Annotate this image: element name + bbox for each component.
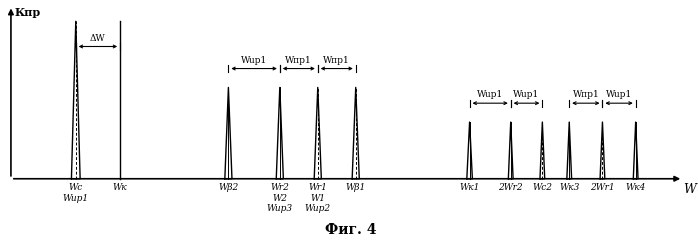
Polygon shape	[314, 87, 321, 179]
Polygon shape	[225, 87, 232, 179]
Polygon shape	[567, 122, 572, 179]
Text: 2Wr2: 2Wr2	[498, 183, 523, 193]
Text: Wup2: Wup2	[305, 204, 331, 213]
Text: Wпр1: Wпр1	[572, 90, 599, 99]
Polygon shape	[508, 122, 513, 179]
Text: 2Wr1: 2Wr1	[590, 183, 615, 193]
Text: Wк: Wк	[113, 183, 127, 193]
Text: Wup1: Wup1	[514, 90, 540, 99]
Text: Wr2: Wr2	[270, 183, 289, 193]
Text: Wup1: Wup1	[241, 56, 267, 65]
Polygon shape	[71, 21, 80, 179]
Text: Кпр: Кпр	[14, 7, 40, 18]
Text: Фиг. 4: Фиг. 4	[325, 223, 377, 237]
Text: ΔW: ΔW	[90, 33, 106, 43]
Text: W: W	[683, 183, 696, 196]
Text: W1: W1	[311, 194, 325, 203]
Text: Wк3: Wк3	[559, 183, 579, 193]
Text: Wβ1: Wβ1	[346, 183, 366, 193]
Text: Wпр1: Wпр1	[285, 56, 312, 65]
Text: Wк4: Wк4	[625, 183, 646, 193]
Text: Wк1: Wк1	[459, 183, 480, 193]
Text: Wс: Wс	[68, 183, 83, 193]
Text: Wпр1: Wпр1	[323, 56, 350, 65]
Polygon shape	[600, 122, 605, 179]
Text: Wup3: Wup3	[267, 204, 293, 213]
Text: Wup1: Wup1	[63, 194, 89, 203]
Text: W2: W2	[272, 194, 288, 203]
Polygon shape	[467, 122, 473, 179]
Text: Wup1: Wup1	[606, 90, 632, 99]
Polygon shape	[276, 87, 283, 179]
Polygon shape	[352, 87, 359, 179]
Text: Wβ2: Wβ2	[218, 183, 239, 193]
Polygon shape	[633, 122, 638, 179]
Text: Wup1: Wup1	[477, 90, 503, 99]
Text: Wr1: Wr1	[309, 183, 327, 193]
Text: Wc2: Wc2	[533, 183, 552, 193]
Polygon shape	[540, 122, 544, 179]
